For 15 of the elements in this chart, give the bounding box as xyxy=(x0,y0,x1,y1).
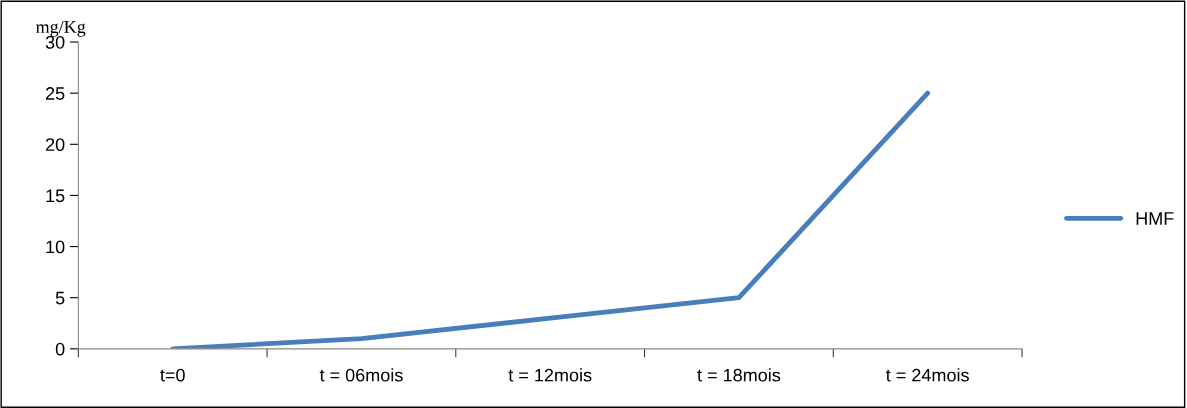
x-tick-label: t = 18mois xyxy=(697,368,781,382)
y-tick-label: 20 xyxy=(45,138,65,152)
x-tick-label: t = 24mois xyxy=(886,368,969,382)
y-tick-label: 5 xyxy=(55,291,65,305)
x-tick-label: t = 12mois xyxy=(508,368,592,382)
y-tick-label: 30 xyxy=(45,35,65,49)
x-tick-label: t=0 xyxy=(160,368,185,382)
y-axis-title: mg/Kg xyxy=(35,20,86,37)
legend-label: HMF xyxy=(1136,212,1174,225)
y-tick-label: 10 xyxy=(46,240,65,254)
line-series xyxy=(170,90,931,349)
y-tick-label: 0 xyxy=(55,342,65,356)
y-tick-label: 15 xyxy=(46,189,65,203)
y-tick-label: 25 xyxy=(45,87,65,100)
x-tick-label: t = 06mois xyxy=(319,368,403,382)
